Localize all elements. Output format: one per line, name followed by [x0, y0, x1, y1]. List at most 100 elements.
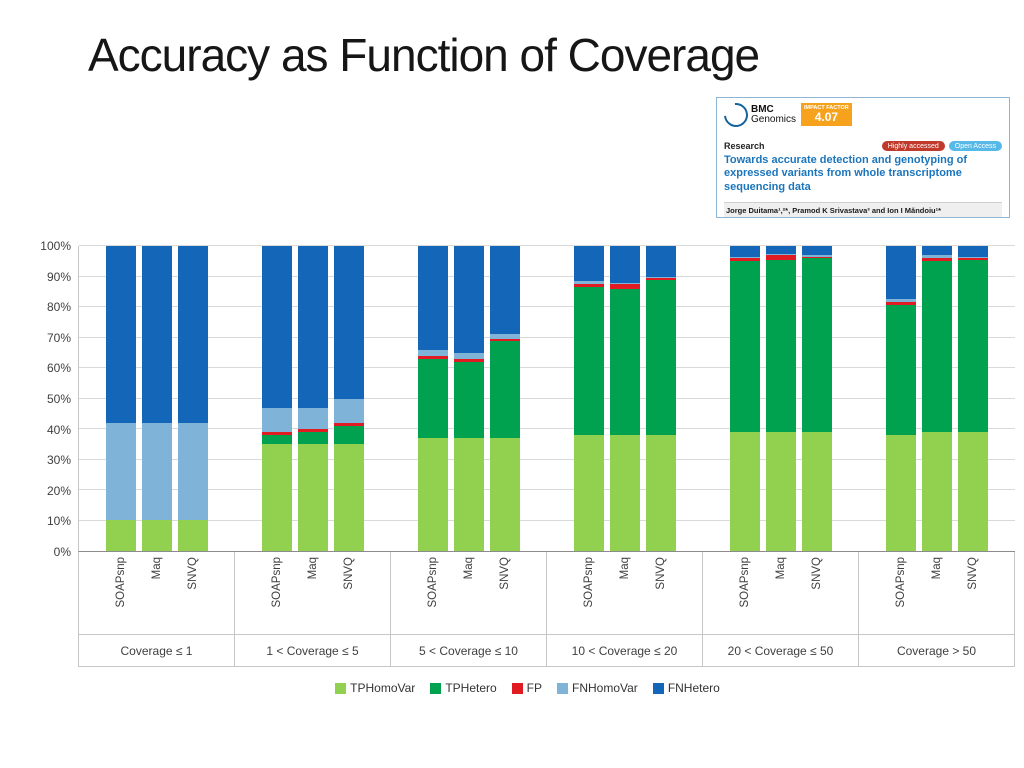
- segment-tphomovar: [418, 438, 448, 551]
- segment-fnhomovar: [922, 255, 952, 259]
- legend-label: FNHetero: [667, 681, 720, 695]
- legend-item: FP: [511, 681, 543, 695]
- segment-tphetero: [334, 425, 364, 445]
- legend-label: FNHomoVar: [572, 681, 638, 695]
- stacked-bar-snvq: [178, 246, 208, 551]
- legend-label: FP: [526, 681, 543, 695]
- chart-legend: TPHomoVar TPHetero FP FNHomoVar FNHetero: [40, 681, 1015, 695]
- y-axis-tick-label: 80%: [46, 300, 71, 315]
- segment-fnhomovar: [766, 253, 796, 256]
- bar-label-cell: SOAPsnp Maq SNVQ: [547, 552, 703, 634]
- bar-label-text: SOAPsnp: [114, 557, 127, 608]
- segment-fnhetero: [334, 246, 364, 399]
- bar-label-text: SOAPsnp: [738, 557, 751, 608]
- segment-tphetero: [610, 288, 640, 436]
- y-axis-tick-label: 100%: [40, 239, 71, 253]
- segment-tphetero: [490, 340, 520, 439]
- segment-tphetero: [298, 432, 328, 445]
- stacked-bar-soapsnp: [574, 246, 604, 551]
- y-axis-tick-label: 50%: [46, 392, 71, 406]
- stacked-bar-snvq: [958, 246, 988, 551]
- segment-fp: [646, 278, 676, 280]
- y-axis-tick-label: 20%: [46, 483, 71, 498]
- gridline: [79, 489, 1015, 490]
- segment-fnhetero: [298, 246, 328, 408]
- group-label: Coverage > 50: [859, 635, 1015, 666]
- segment-fnhomovar: [490, 334, 520, 339]
- segment-fnhetero: [886, 246, 916, 300]
- open-access-badge: Open Access: [948, 141, 1002, 151]
- bar-label-text: SNVQ: [498, 557, 511, 590]
- segment-fnhetero: [262, 246, 292, 408]
- legend-item: TPHetero: [430, 681, 497, 695]
- segment-fp: [490, 339, 520, 341]
- segment-tphetero: [418, 358, 448, 439]
- stacked-bar-soapsnp: [730, 246, 760, 551]
- segment-fnhomovar: [802, 255, 832, 257]
- segment-fp: [574, 284, 604, 288]
- bar-group: [391, 246, 547, 551]
- group-label: 5 < Coverage ≤ 10: [391, 635, 547, 666]
- bmc-genomics-logo: BMC Genomics: [719, 98, 796, 132]
- segment-tphetero: [922, 261, 952, 433]
- gridline: [79, 458, 1015, 460]
- segment-fp: [610, 284, 640, 289]
- y-axis-tick-label: 0%: [53, 545, 71, 559]
- stacked-bar-soapsnp: [886, 246, 916, 551]
- segment-fnhomovar: [646, 276, 676, 279]
- page-title: Accuracy as Function of Coverage: [88, 29, 760, 81]
- paper-card-meta-row: Research Highly accessed Open Access: [724, 141, 1002, 151]
- bar-label-text: SNVQ: [966, 557, 979, 590]
- paper-title: Towards accurate detection and genotypin…: [724, 154, 968, 193]
- bar-label: Maq: [142, 557, 172, 634]
- segment-fp: [334, 422, 364, 426]
- segment-fnhetero: [610, 246, 640, 283]
- segment-fnhomovar: [178, 422, 208, 521]
- stacked-bar-maq: [610, 246, 640, 551]
- segment-fnhomovar: [418, 349, 448, 356]
- legend-label: TPHetero: [445, 681, 497, 695]
- segment-fnhomovar: [574, 281, 604, 285]
- bar-label: SOAPsnp: [574, 557, 604, 634]
- bar-label-text: SOAPsnp: [426, 557, 439, 608]
- segment-fnhetero: [454, 246, 484, 353]
- segment-fnhetero: [646, 246, 676, 277]
- segment-tphetero: [802, 258, 832, 433]
- bar-label-text: SNVQ: [186, 557, 199, 590]
- stacked-bar-maq: [766, 246, 796, 551]
- segment-tphetero: [958, 259, 988, 433]
- impact-factor-value: 4.07: [814, 110, 839, 125]
- segment-tphomovar: [298, 444, 328, 551]
- section-label: Research: [724, 141, 765, 151]
- segment-tphomovar: [490, 438, 520, 551]
- legend-swatch-tphomovar: [335, 682, 347, 694]
- segment-tphomovar: [922, 432, 952, 551]
- segment-tphomovar: [262, 444, 292, 551]
- segment-fnhomovar: [454, 352, 484, 359]
- segment-tphomovar: [454, 438, 484, 551]
- segment-fp: [418, 355, 448, 359]
- y-axis-tick-label: 40%: [46, 422, 71, 437]
- stacked-bar-soapsnp: [418, 246, 448, 551]
- group-label: Coverage ≤ 1: [79, 635, 235, 666]
- segment-fp: [262, 432, 292, 436]
- segment-fp: [766, 255, 796, 260]
- segment-tphomovar: [646, 435, 676, 551]
- segment-fnhetero: [574, 246, 604, 282]
- journal-name: BMC Genomics: [751, 104, 796, 126]
- bar-label: SNVQ: [334, 557, 364, 634]
- stacked-bar-soapsnp: [106, 246, 136, 551]
- segment-tphetero: [730, 261, 760, 433]
- bar-group: [703, 246, 859, 551]
- bar-group: [547, 246, 703, 551]
- segment-tphomovar: [574, 435, 604, 551]
- segment-fnhomovar: [298, 407, 328, 429]
- segment-fp: [802, 256, 832, 259]
- stacked-bar-maq: [142, 246, 172, 551]
- bar-label-cell: SOAPsnp Maq SNVQ: [391, 552, 547, 634]
- bar-label: SNVQ: [802, 557, 832, 634]
- stacked-bar-maq: [298, 246, 328, 551]
- segment-tphomovar: [802, 432, 832, 551]
